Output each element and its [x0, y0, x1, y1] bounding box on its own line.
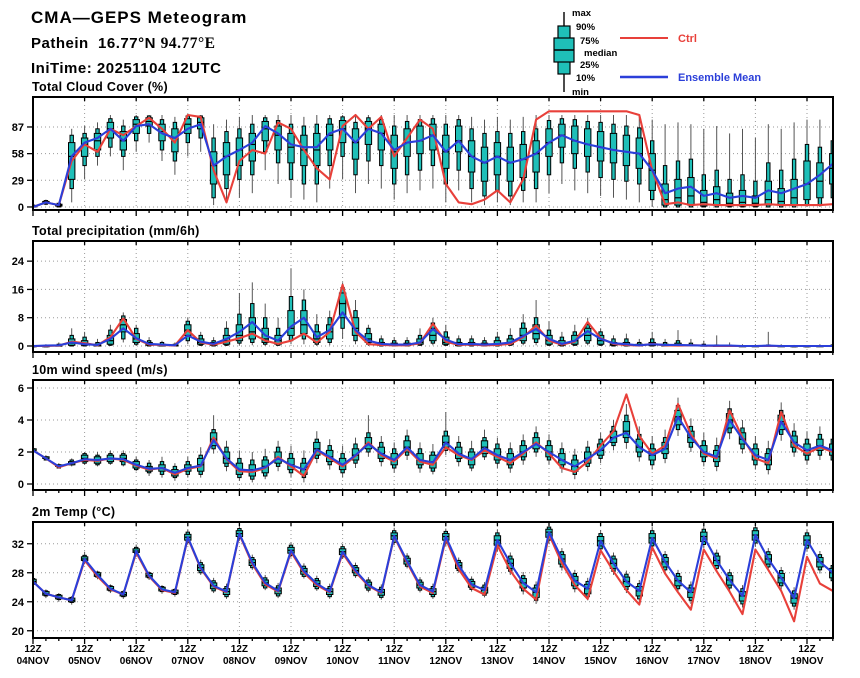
cloud-ctrl-line [33, 110, 833, 208]
precip-ytick-label: 8 [18, 313, 24, 325]
temp-ensemble-mean-line [33, 531, 833, 602]
xtick-hour-label: 12Z [540, 644, 557, 655]
cloud-ytick-label: 0 [18, 202, 24, 214]
cloud-ytick-label: 87 [12, 122, 24, 134]
temp-ytick-label: 28 [12, 568, 24, 580]
xtick-hour-label: 12Z [334, 644, 351, 655]
wind-ytick-label: 6 [18, 383, 24, 395]
xtick-hour-label: 12Z [798, 644, 815, 655]
panel-precip: 0 8 16 24 [12, 240, 834, 358]
legend-10-label: 10% [576, 73, 596, 84]
temp-ytick-label: 24 [12, 597, 25, 609]
xtick-hour-label: 12Z [386, 644, 403, 655]
location-line: Pathein 16.77°N 94.77°E [31, 35, 247, 53]
xtick-date-label: 15NOV [584, 656, 617, 667]
xtick-date-label: 14NOV [533, 656, 566, 667]
wind-ytick-label: 2 [18, 447, 24, 459]
precip-ensemble-boxes [33, 268, 833, 348]
xtick-hour-label: 12Z [76, 644, 93, 655]
page-title: CMA—GEPS Meteogram [31, 8, 248, 27]
xtick-date-label: 16NOV [636, 656, 669, 667]
xtick-date-label: 06NOV [120, 656, 153, 667]
location-lon: 94.77°E [160, 35, 216, 52]
panel-title-cloud: Total Cloud Cover (%) [32, 80, 168, 94]
wind-ctrl-line [33, 393, 833, 478]
precip-ensemble-mean-line [33, 311, 833, 348]
panel-title-precip: Total precipitation (mm/6h) [32, 224, 200, 238]
xtick-date-label: 09NOV [275, 656, 308, 667]
cloud-ensemble-mean-line [33, 123, 833, 208]
xtick-date-label: 04NOV [17, 656, 50, 667]
cloud-ytick-label: 58 [12, 149, 24, 161]
time-axis-labels: 12Z04NOV12Z05NOV12Z06NOV12Z07NOV12Z08NOV… [17, 644, 824, 667]
xtick-hour-label: 12Z [24, 644, 41, 655]
boxplot-legend-glyph [553, 12, 575, 92]
cloud-ytick-label: 29 [12, 175, 24, 187]
wind-ytick-label: 4 [18, 415, 25, 427]
xtick-date-label: 11NOV [378, 656, 411, 667]
xtick-date-label: 08NOV [223, 656, 256, 667]
xtick-hour-label: 12Z [231, 644, 248, 655]
panel-wind: 0 2 4 6 [18, 379, 834, 496]
initime-line: IniTime: 20251104 12UTC [31, 60, 222, 77]
panel-cloud: 0 29 58 87 [12, 96, 834, 216]
legend-90-label: 90% [576, 22, 596, 33]
precip-ytick-label: 16 [12, 284, 24, 296]
xtick-date-label: 05NOV [68, 656, 101, 667]
legend-min-label: min [572, 87, 589, 98]
legend: max 90% 75% median 25% 10% min Ctrl Ense… [553, 8, 761, 98]
xtick-hour-label: 12Z [489, 644, 506, 655]
temp-ytick-label: 32 [12, 539, 24, 551]
xtick-hour-label: 12Z [179, 644, 196, 655]
xtick-date-label: 19NOV [791, 656, 824, 667]
xtick-hour-label: 12Z [644, 644, 661, 655]
precip-ytick-label: 0 [18, 341, 24, 353]
header: CMA—GEPS Meteogram Pathein 16.77°N 94.77… [31, 8, 247, 77]
wind-ytick-label: 0 [18, 479, 24, 491]
xtick-hour-label: 12Z [747, 644, 764, 655]
panel-title-wind: 10m wind speed (m/s) [32, 363, 168, 377]
temp-ctrl-line [33, 533, 833, 623]
xtick-date-label: 13NOV [481, 656, 514, 667]
legend-25-label: 25% [580, 60, 600, 71]
panel-title-temp: 2m Temp (°C) [32, 505, 116, 519]
xtick-date-label: 12NOV [429, 656, 462, 667]
xtick-hour-label: 12Z [282, 644, 299, 655]
precip-ytick-label: 24 [12, 256, 25, 268]
ensemble-label: Ensemble Mean [678, 72, 761, 84]
xtick-hour-label: 12Z [592, 644, 609, 655]
xtick-hour-label: 12Z [128, 644, 145, 655]
location-lat: 16.77°N [98, 35, 156, 52]
wind-ensemble-mean-line [33, 415, 833, 474]
xtick-date-label: 18NOV [739, 656, 772, 667]
xtick-date-label: 10NOV [326, 656, 359, 667]
panel-temp: 20 24 28 32 [12, 521, 834, 644]
legend-median-label: median [584, 48, 617, 59]
xtick-hour-label: 12Z [695, 644, 712, 655]
ctrl-label: Ctrl [678, 33, 697, 45]
location-name: Pathein [31, 35, 89, 52]
xtick-date-label: 07NOV [171, 656, 204, 667]
xtick-hour-label: 12Z [437, 644, 454, 655]
legend-75-label: 75% [580, 36, 600, 47]
xtick-date-label: 17NOV [687, 656, 720, 667]
temp-ytick-label: 20 [12, 626, 24, 638]
legend-max-label: max [572, 8, 592, 19]
